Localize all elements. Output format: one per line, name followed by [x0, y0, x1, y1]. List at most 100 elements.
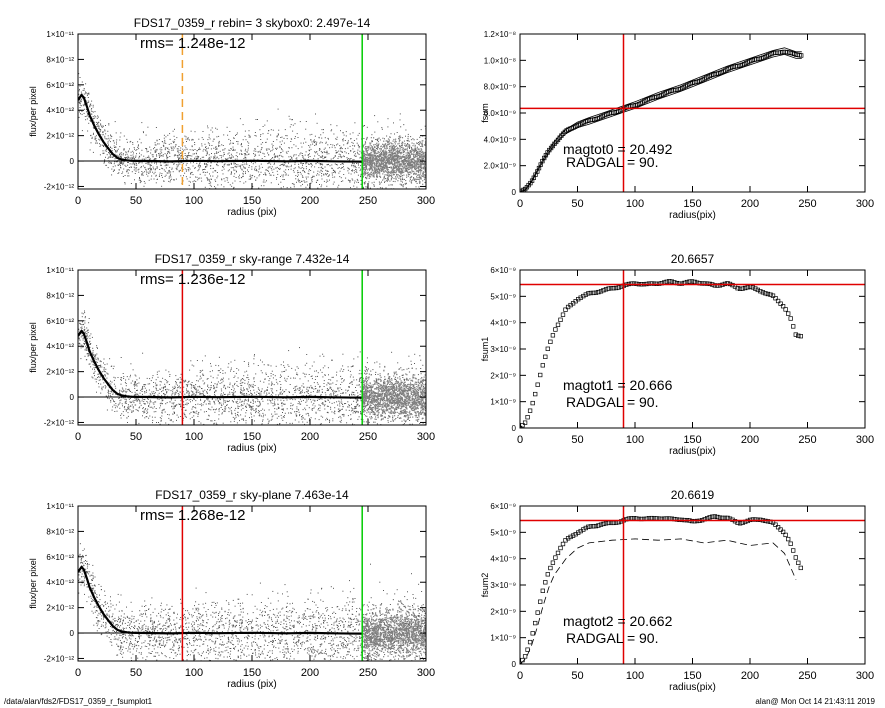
scatter-point — [248, 178, 250, 180]
scatter-point — [341, 151, 343, 153]
scatter-point — [197, 165, 199, 167]
scatter-point — [167, 156, 169, 158]
scatter-point — [277, 383, 279, 385]
background-point — [409, 154, 411, 156]
scatter-point — [352, 132, 354, 134]
scatter-point — [261, 147, 263, 149]
background-point — [412, 165, 414, 167]
scatter-point — [336, 136, 338, 138]
scatter-point — [284, 379, 286, 381]
scatter-point — [323, 173, 325, 175]
scatter-point — [170, 143, 172, 145]
scatter-point — [378, 143, 380, 145]
background-point — [411, 159, 413, 161]
scatter-point — [208, 178, 210, 180]
scatter-point — [345, 392, 347, 394]
scatter-point — [180, 158, 182, 160]
scatter-point — [382, 173, 384, 175]
scatter-point — [304, 423, 305, 425]
background-point — [378, 166, 380, 168]
background-point — [393, 177, 395, 180]
scatter-point — [416, 176, 417, 178]
scatter-point — [123, 148, 125, 150]
scatter-point — [405, 169, 407, 171]
scatter-point — [418, 174, 419, 176]
scatter-point — [352, 163, 354, 164]
scatter-point — [233, 156, 234, 158]
scatter-point — [216, 148, 218, 150]
background-point — [424, 162, 426, 164]
scatter-point — [322, 404, 324, 405]
background-point — [371, 146, 373, 148]
background-point — [405, 191, 406, 192]
background-point — [420, 165, 422, 167]
background-point — [381, 159, 383, 161]
scatter-point — [168, 171, 170, 173]
scatter-point — [279, 145, 281, 147]
scatter-point — [352, 159, 354, 161]
scatter-point — [229, 184, 231, 186]
scatter-point — [215, 409, 217, 411]
scatter-point — [171, 167, 173, 169]
scatter-point — [145, 148, 147, 149]
scatter-point — [342, 132, 344, 134]
scatter-point — [236, 132, 238, 134]
scatter-point — [113, 145, 115, 147]
scatter-point — [407, 155, 409, 157]
scatter-point — [183, 158, 185, 160]
background-point — [401, 171, 403, 173]
scatter-point — [138, 144, 139, 146]
scatter-point — [412, 179, 414, 181]
scatter-point — [316, 400, 318, 401]
background-point — [365, 162, 367, 164]
scatter-point — [290, 141, 292, 142]
background-point — [415, 150, 417, 152]
scatter-point — [89, 106, 91, 108]
background-point — [421, 153, 423, 155]
scatter-point — [82, 339, 84, 341]
background-point — [380, 163, 382, 165]
scatter-point — [213, 386, 215, 388]
scatter-point — [268, 409, 270, 411]
scatter-point — [410, 150, 412, 152]
background-point — [418, 182, 421, 184]
scatter-point — [98, 128, 100, 129]
scatter-point — [186, 157, 188, 159]
scatter-point — [418, 186, 420, 188]
background-point — [422, 175, 424, 177]
background-point — [383, 165, 385, 167]
scatter-point — [262, 126, 264, 127]
scatter-point — [397, 393, 399, 395]
scatter-point — [172, 408, 174, 410]
background-point — [375, 169, 377, 171]
scatter-point — [224, 153, 225, 155]
scatter-point — [266, 169, 268, 171]
scatter-point — [160, 155, 162, 157]
scatter-point — [242, 407, 244, 409]
background-point — [382, 154, 384, 156]
scatter-point — [247, 398, 249, 400]
scatter-point — [174, 139, 176, 141]
scatter-point — [354, 182, 355, 184]
scatter-point — [144, 399, 146, 401]
background-point — [409, 156, 411, 159]
background-point — [422, 156, 424, 158]
scatter-point — [156, 140, 158, 142]
scatter-point — [148, 157, 150, 159]
scatter-point — [301, 395, 303, 397]
background-point — [362, 146, 364, 148]
scatter-point — [274, 413, 276, 415]
scatter-point — [250, 178, 252, 180]
background-point — [384, 153, 386, 155]
background-point — [383, 168, 385, 170]
scatter-point — [266, 389, 268, 391]
background-point — [424, 169, 426, 171]
background-point — [405, 155, 407, 157]
scatter-point — [348, 202, 349, 203]
scatter-point — [338, 184, 340, 186]
scatter-point — [360, 183, 362, 185]
background-point — [413, 149, 415, 152]
scatter-point — [318, 136, 320, 138]
scatter-point — [414, 146, 416, 148]
scatter-point — [401, 381, 403, 383]
